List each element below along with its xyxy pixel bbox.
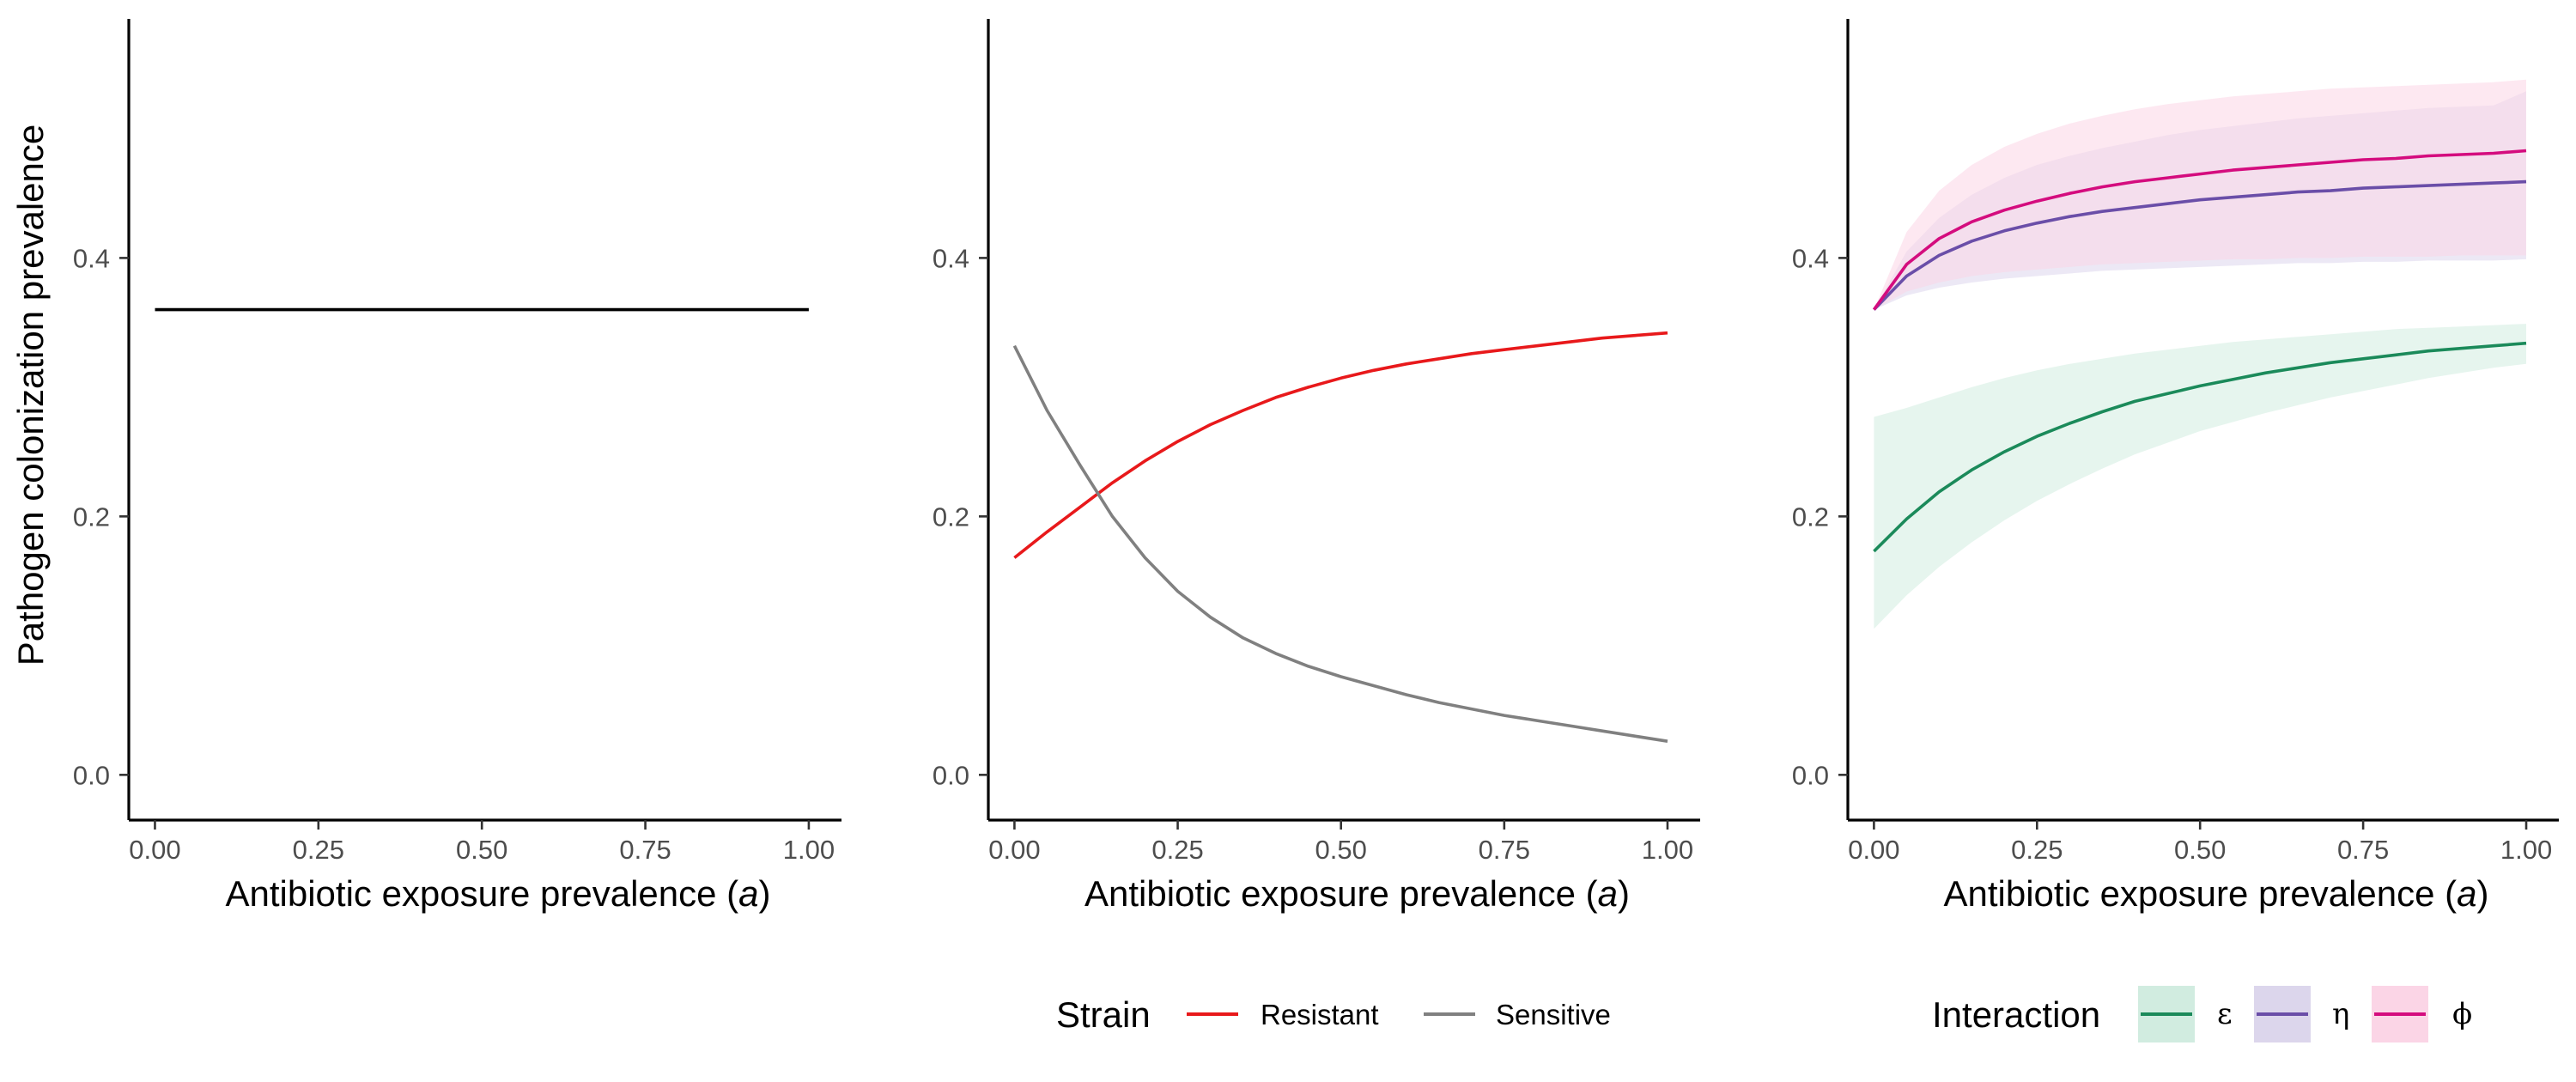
x-tick-label-right-0: 0.00 <box>1848 835 1899 865</box>
ribbon-right-2 <box>1874 79 2526 310</box>
legend-label-resistant: Resistant <box>1261 999 1379 1030</box>
y-axis-title: Pathogen colonization prevalence <box>10 125 51 666</box>
x-tick-label-left-3: 0.75 <box>619 835 671 865</box>
x-tick-label-right-4: 1.00 <box>2500 835 2552 865</box>
ribbon-right-0 <box>1874 324 2526 629</box>
legend-label-epsilon: ε <box>2217 997 2233 1031</box>
y-tick-label-right-0: 0.0 <box>1792 760 1829 790</box>
y-tick-label-left-0: 0.0 <box>73 760 110 790</box>
x-tick-label-left-4: 1.00 <box>783 835 835 865</box>
series-line-middle-1 <box>1012 344 1668 743</box>
series-line-middle-0 <box>1013 331 1668 559</box>
panel-left: 0.0 0.2 0.4 0.00 0.25 0.50 0.75 1.00 Antibiotic … <box>73 19 841 914</box>
y-tick-label-left-1: 0.2 <box>73 501 110 532</box>
y-axis-title-group: Pathogen colonization prevalence <box>10 125 51 666</box>
x-axis-title-middle: Antibiotic exposure prevalence (a) <box>1084 873 1630 914</box>
x-tick-label-left-2: 0.50 <box>456 835 507 865</box>
x-tick-label-middle-4: 1.00 <box>1642 835 1693 865</box>
legend-interaction: Interaction ε η ϕ <box>1932 986 2472 1042</box>
legend-label-phi: ϕ <box>2452 997 2472 1031</box>
x-tick-label-left-1: 0.25 <box>293 835 344 865</box>
series-line-right-0 <box>1873 341 2527 553</box>
x-tick-label-right-2: 0.50 <box>2174 835 2226 865</box>
x-tick-label-middle-2: 0.50 <box>1315 835 1367 865</box>
legend-strain-title: Strain <box>1056 994 1151 1035</box>
x-tick-label-middle-0: 0.00 <box>988 835 1040 865</box>
series-line-right-2 <box>1872 149 2527 311</box>
x-tick-label-middle-3: 0.75 <box>1479 835 1530 865</box>
x-tick-label-middle-1: 0.25 <box>1151 835 1203 865</box>
x-tick-label-right-1: 0.25 <box>2011 835 2063 865</box>
x-axis-title-right: Antibiotic exposure prevalence (a) <box>1943 873 2488 914</box>
y-tick-label-right-1: 0.2 <box>1792 501 1829 532</box>
y-tick-label-middle-2: 0.4 <box>933 243 969 273</box>
x-axis-title-left: Antibiotic exposure prevalence (a) <box>225 873 770 914</box>
legend-label-sensitive: Sensitive <box>1496 999 1611 1030</box>
y-tick-label-middle-0: 0.0 <box>933 760 969 790</box>
panel-middle: 0.0 0.2 0.4 0.00 0.25 0.50 0.75 1.00 Antibiotic … <box>933 19 1700 914</box>
legend-interaction-title: Interaction <box>1932 994 2100 1035</box>
y-tick-label-right-2: 0.4 <box>1792 243 1829 273</box>
x-tick-label-left-0: 0.00 <box>129 835 180 865</box>
series-line-right-1 <box>1873 179 2527 311</box>
legend-strain: Strain Resistant Sensitive <box>1056 994 1611 1035</box>
x-tick-label-right-3: 0.75 <box>2337 835 2389 865</box>
legend-label-eta: η <box>2332 997 2349 1031</box>
y-tick-label-left-2: 0.4 <box>73 243 110 273</box>
panel-right: 0.0 0.2 0.4 0.00 0.25 0.50 0.75 1.00 Antibiotic … <box>1792 19 2559 914</box>
y-tick-label-middle-1: 0.2 <box>933 501 969 532</box>
